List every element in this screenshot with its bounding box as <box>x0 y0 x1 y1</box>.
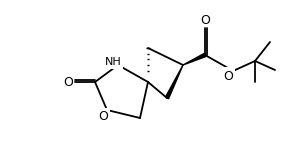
Polygon shape <box>165 65 183 99</box>
Text: O: O <box>63 75 73 89</box>
Text: O: O <box>200 14 210 28</box>
Text: NH: NH <box>104 57 121 67</box>
Polygon shape <box>183 53 206 65</box>
Text: O: O <box>223 69 233 83</box>
Text: O: O <box>98 111 108 124</box>
